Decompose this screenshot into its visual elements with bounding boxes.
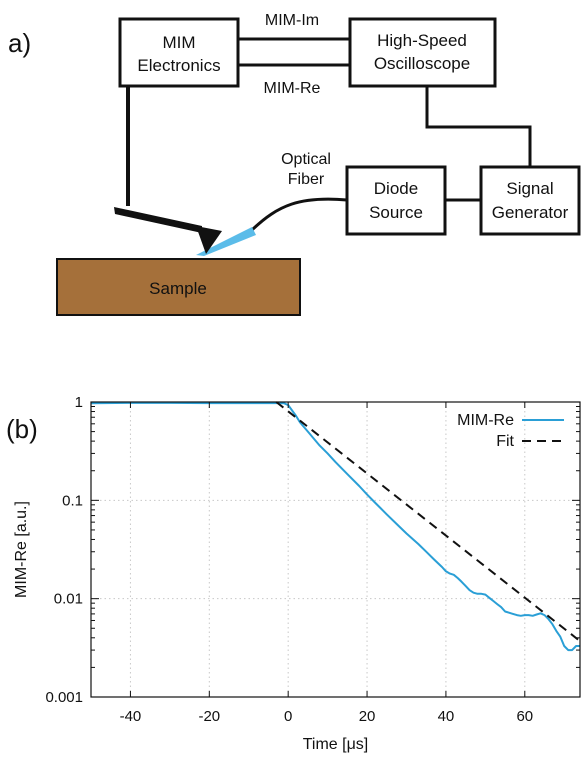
- mim-electronics-box: MIM Electronics: [118, 17, 240, 88]
- series-lines: [90, 401, 581, 652]
- axis-ticks: -40 -20 0 20 40 60 1 0.1 0.01 0.001: [45, 394, 580, 725]
- x-tick-label: -40: [120, 708, 142, 725]
- diode-source-label-1: Diode: [374, 179, 418, 198]
- signal-generator-box: Signal Generator: [479, 165, 581, 236]
- signal-generator-label-1: Signal: [506, 179, 553, 198]
- mim-re-label: MIM-Re: [264, 80, 321, 97]
- oscilloscope-label-2: Oscilloscope: [374, 54, 470, 73]
- x-tick-label: 20: [359, 708, 376, 725]
- x-tick-label: 60: [516, 708, 533, 725]
- diode-source-box: Diode Source: [345, 165, 447, 236]
- light-beam: [196, 227, 256, 256]
- optical-fiber-label-2: Fiber: [288, 171, 325, 188]
- legend-label: Fit: [496, 433, 514, 450]
- sample-block: Sample: [56, 258, 301, 316]
- panel-label-a: a): [8, 28, 31, 58]
- scope-generator-wire: [425, 86, 532, 166]
- mim-im-label: MIM-Im: [265, 12, 319, 29]
- series-mim-re: [90, 401, 580, 652]
- y-tick-label: 0.01: [54, 591, 83, 608]
- legend-label: MIM-Re: [457, 412, 514, 429]
- x-tick-label: 40: [438, 708, 455, 725]
- y-tick-label: 0.001: [45, 689, 83, 706]
- mim-electronics-label-2: Electronics: [137, 56, 220, 75]
- decay-chart: (b) -40 -20 0 20 40 60 1 0.1 0.01 0.001 Time [μs]…: [6, 394, 581, 753]
- mim-electronics-label-1: MIM: [162, 33, 195, 52]
- y-tick-label: 1: [75, 394, 83, 411]
- probe-tip: [196, 226, 222, 254]
- legend: MIM-Re Fit: [457, 412, 564, 450]
- oscilloscope-box: High-Speed Oscilloscope: [348, 17, 497, 88]
- oscilloscope-label-1: High-Speed: [377, 31, 467, 50]
- y-axis-title: MIM-Re [a.u.]: [13, 501, 30, 598]
- sample-label: Sample: [149, 279, 207, 298]
- panel-label-b: (b): [6, 414, 38, 444]
- x-tick-label: -20: [198, 708, 220, 725]
- signal-generator-label-2: Generator: [492, 203, 569, 222]
- probe-cantilever: [114, 207, 202, 233]
- diode-source-label-2: Source: [369, 203, 423, 222]
- optical-fiber-label-1: Optical: [281, 151, 331, 168]
- x-tick-label: 0: [284, 708, 292, 725]
- y-tick-label: 0.1: [62, 492, 83, 509]
- setup-diagram: a) MIM Electronics High-Speed Oscillosco…: [8, 12, 581, 316]
- x-axis-title: Time [μs]: [303, 736, 369, 753]
- optical-fiber: [250, 197, 348, 232]
- plot-frame: [90, 401, 581, 698]
- series-fit: [275, 401, 581, 642]
